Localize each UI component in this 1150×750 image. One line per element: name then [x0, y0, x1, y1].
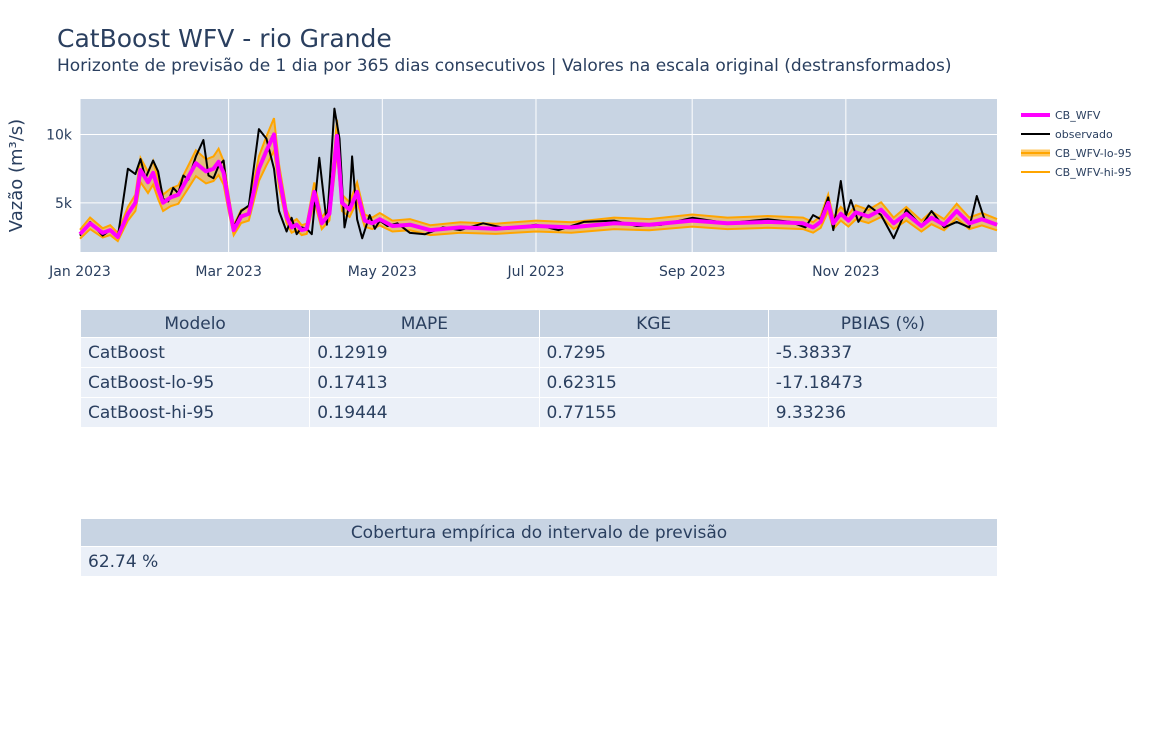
coverage-header: Cobertura empírica do intervalo de previ…: [80, 518, 998, 547]
cell-kge: 0.7295: [538, 337, 769, 368]
x-tick-label: Nov 2023: [812, 264, 879, 280]
series-line-cb-wfv: [78, 132, 998, 239]
table-row: CatBoost-lo-95 0.17413 0.62315 -17.18473: [79, 367, 999, 398]
header-pbias: PBIAS (%): [767, 309, 999, 338]
header-kge: KGE: [538, 309, 769, 338]
y-axis-label: Vazão (m³/s): [6, 119, 27, 232]
table-row: CatBoost-hi-95 0.19444 0.77155 9.33236: [79, 397, 999, 428]
flow-chart: Jan 2023 Mar 2023 May 2023 Jul 2023 Sep 2023…: [6, 99, 1132, 280]
y-tick-label: 5k: [55, 196, 73, 212]
legend-label: observado: [1055, 128, 1113, 141]
cell-pbias: -5.38337: [767, 337, 999, 368]
cell-kge: 0.62315: [538, 367, 769, 398]
series-line-observado: [79, 107, 998, 240]
x-tick-label: Jan 2023: [48, 264, 111, 280]
table-row: CatBoost 0.12919 0.7295 -5.38337: [79, 337, 999, 368]
x-tick-label: May 2023: [348, 264, 417, 280]
header-modelo: Modelo: [79, 309, 311, 338]
chart-subtitle: Horizonte de previsão de 1 dia por 365 d…: [57, 56, 952, 76]
legend-label: CB_WFV: [1055, 109, 1101, 122]
cell-mape: 0.19444: [309, 397, 540, 428]
x-tick-label: Sep 2023: [659, 264, 725, 280]
cell-model: CatBoost-lo-95: [79, 367, 311, 398]
legend-label: CB_WFV-lo-95: [1055, 147, 1132, 160]
x-tick-label: Mar 2023: [195, 264, 262, 280]
metrics-table: Modelo MAPE KGE PBIAS (%) CatBoost 0.129…: [79, 309, 999, 428]
chart-title: CatBoost WFV - rio Grande: [57, 24, 392, 53]
cell-pbias: 9.33236: [767, 397, 999, 428]
legend-label: CB_WFV-hi-95: [1055, 166, 1132, 179]
x-tick-label: Jul 2023: [506, 264, 564, 280]
coverage-value: 62.74 %: [80, 546, 998, 577]
coverage-table: Cobertura empírica do intervalo de previ…: [80, 518, 998, 577]
cell-kge: 0.77155: [538, 397, 769, 428]
y-tick-label: 10k: [46, 128, 73, 144]
cell-model: CatBoost-hi-95: [79, 397, 311, 428]
coverage-header-row: Cobertura empírica do intervalo de previ…: [80, 518, 998, 547]
table-row: 62.74 %: [80, 546, 998, 577]
cell-mape: 0.17413: [309, 367, 540, 398]
header-mape: MAPE: [309, 309, 540, 338]
cell-model: CatBoost: [79, 337, 311, 368]
metrics-header-row: Modelo MAPE KGE PBIAS (%): [79, 309, 999, 338]
cell-mape: 0.12919: [309, 337, 540, 368]
cell-pbias: -17.18473: [767, 367, 999, 398]
